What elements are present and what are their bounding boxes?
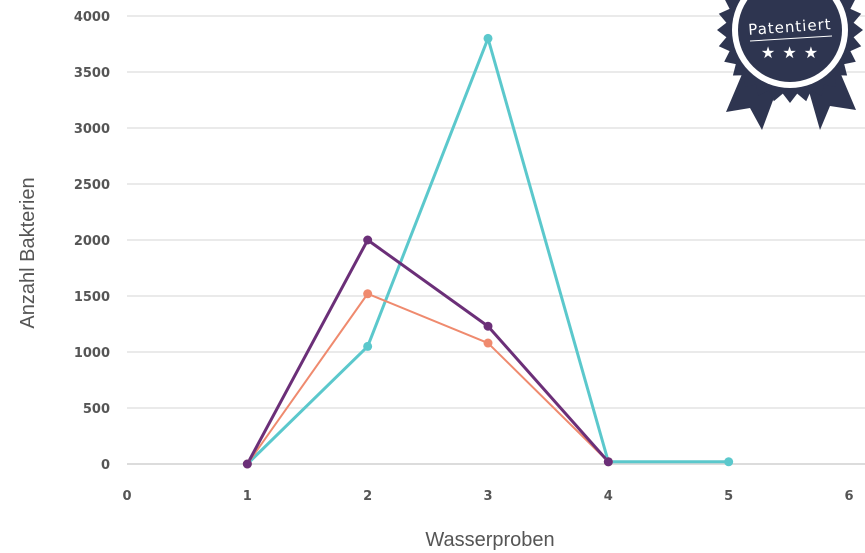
series-line	[246, 292, 610, 465]
badge-stars: ★ ★ ★	[761, 43, 819, 62]
grid-lines	[127, 15, 865, 465]
y-tick-label: 1500	[74, 290, 110, 305]
y-tick-label: 3000	[74, 122, 110, 137]
x-tick-label: 2	[363, 489, 372, 504]
x-axis-ticks: 0 1 2 3 4 5 6	[122, 489, 853, 504]
y-tick-label: 500	[83, 402, 110, 417]
y-tick-label: 2500	[74, 178, 110, 193]
data-point	[483, 338, 493, 348]
x-tick-label: 3	[483, 489, 492, 504]
data-point	[603, 457, 613, 467]
data-point	[483, 321, 493, 331]
patent-seal-badge: Patentiert ★ ★ ★	[717, 0, 863, 130]
y-tick-label: 3500	[74, 66, 110, 81]
data-point	[724, 457, 734, 467]
seal-divider	[749, 35, 833, 42]
x-tick-label: 5	[724, 489, 733, 504]
y-axis-ticks: 0 500 1000 1500 2000 2500 3000 3500 4000	[74, 10, 110, 473]
y-axis-title: Anzahl Bakterien	[17, 177, 39, 328]
data-point	[363, 341, 373, 351]
data-point	[363, 235, 373, 245]
x-tick-label: 1	[243, 489, 252, 504]
y-tick-label: 1000	[74, 346, 110, 361]
data-point	[483, 33, 493, 43]
seal-body	[717, 0, 863, 103]
y-tick-label: 2000	[74, 234, 110, 249]
data-point	[242, 459, 252, 469]
data-point	[363, 289, 373, 299]
y-tick-label: 0	[101, 458, 110, 473]
seal-core	[738, 0, 842, 82]
x-axis-title: Wasserproben	[425, 529, 554, 551]
x-tick-label: 0	[122, 489, 131, 504]
series-line	[246, 36, 729, 466]
badge-label: Patentiert	[748, 15, 833, 39]
x-tick-label: 6	[844, 489, 853, 504]
series-line	[246, 238, 610, 465]
x-tick-label: 4	[604, 489, 613, 504]
y-tick-label: 4000	[74, 10, 110, 25]
series-lines	[242, 33, 734, 469]
